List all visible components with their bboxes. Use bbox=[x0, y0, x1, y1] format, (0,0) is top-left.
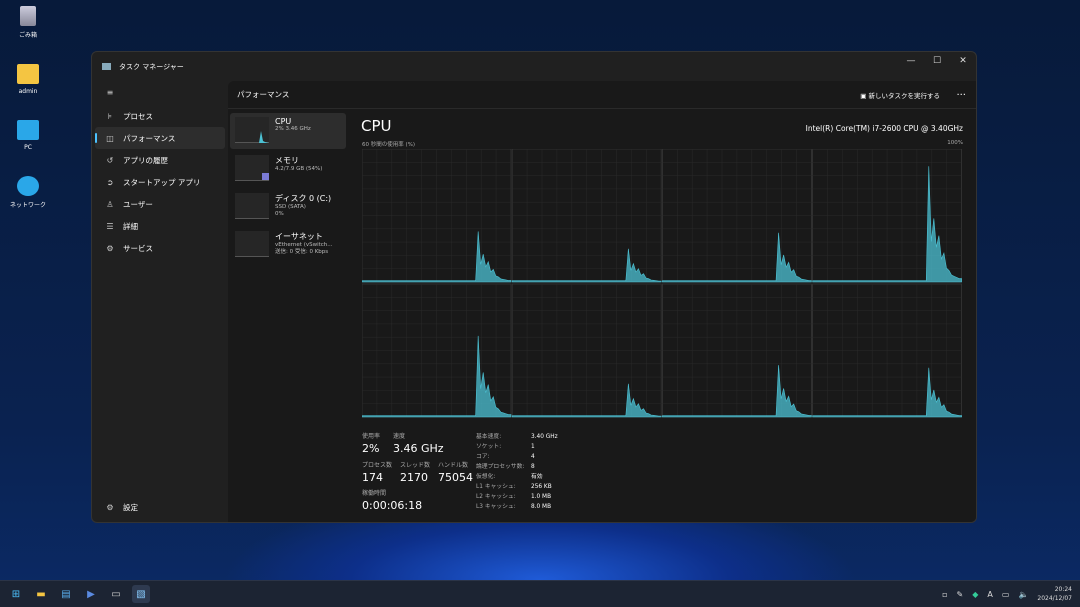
core-usage-area bbox=[511, 248, 662, 283]
sidebar: ≡ ⊧ プロセス ◫ パフォーマンス ↺ アプリの履歴 ➲ スタートアップ アプリ ♙ ユーザー ☰… bbox=[92, 81, 228, 522]
sidebar-item-history[interactable]: ↺ アプリの履歴 bbox=[106, 155, 168, 165]
sidebar-item-details[interactable]: ☰ 詳細 bbox=[106, 221, 138, 231]
desktop-icon-network[interactable]: ネットワーク bbox=[8, 176, 48, 209]
gear-icon: ⚙ bbox=[106, 502, 114, 512]
recycle-bin-icon bbox=[20, 6, 36, 26]
history-icon: ↺ bbox=[106, 155, 114, 165]
spec-row: 仮想化: 有効 bbox=[476, 474, 543, 480]
core-usage-area bbox=[362, 335, 512, 418]
handles-value: 75054 bbox=[438, 471, 473, 484]
network-status-icon[interactable]: ▭ bbox=[1001, 589, 1010, 599]
ime-indicator[interactable]: A bbox=[987, 589, 993, 599]
clock[interactable]: 20:24 2024/12/07 bbox=[1037, 586, 1072, 602]
usage-label: 使用率 bbox=[362, 433, 381, 440]
pen-icon[interactable]: ✎ bbox=[956, 589, 964, 599]
desktop-icon-recycle-bin[interactable]: ごみ箱 bbox=[8, 6, 48, 39]
sidebar-item-settings[interactable]: ⚙ 設定 bbox=[106, 502, 138, 512]
resource-item[interactable]: イーサネット vEthernet (vSwitch... 送信: 0 受信: 0 K… bbox=[230, 227, 346, 263]
monitor-icon bbox=[17, 120, 39, 140]
usage-value: 2% bbox=[362, 442, 380, 455]
sidebar-item-processes[interactable]: ⊧ プロセス bbox=[95, 105, 225, 127]
network-icon bbox=[17, 176, 39, 196]
core-usage-area bbox=[511, 383, 662, 418]
performance-icon: ◫ bbox=[106, 133, 114, 143]
processes-label: プロセス数 bbox=[362, 462, 393, 469]
terminal-button[interactable]: ▭ bbox=[111, 588, 121, 600]
folder-icon bbox=[17, 64, 39, 84]
core-usage-area bbox=[812, 166, 962, 283]
speed-value: 3.46 GHz bbox=[393, 442, 444, 455]
file-explorer-button[interactable]: ▬ bbox=[36, 588, 46, 600]
maximize-button[interactable]: ☐ bbox=[932, 56, 942, 66]
handles-label: ハンドル数 bbox=[438, 462, 469, 469]
main-panel: パフォーマンス ▣ 新しいタスクを実行する ... CPU 2% 3.46 GHz… bbox=[228, 81, 976, 522]
cpu-title: CPU bbox=[361, 117, 392, 135]
run-task-icon: ▣ bbox=[860, 92, 869, 100]
spec-row: 論理プロセッサ数: 8 bbox=[476, 464, 535, 470]
sidebar-item-startup[interactable]: ➲ スタートアップ アプリ bbox=[106, 177, 201, 187]
core-usage-area bbox=[362, 231, 512, 283]
graph-max-label: 100% bbox=[947, 140, 963, 146]
window-title: タスク マネージャー bbox=[119, 62, 184, 71]
resource-thumbnail bbox=[235, 193, 269, 219]
sidebar-item-users[interactable]: ♙ ユーザー bbox=[106, 199, 153, 209]
threads-label: スレッド数 bbox=[400, 462, 431, 469]
processes-icon: ⊧ bbox=[107, 111, 113, 121]
graph-label: 60 秒間の使用率 (%) bbox=[362, 142, 416, 148]
details-icon: ☰ bbox=[106, 221, 114, 231]
task-manager-window: タスク マネージャー — ☐ ✕ ≡ ⊧ プロセス ◫ パフォーマンス ↺ アプリの履歴 ➲ スタ… bbox=[91, 51, 977, 523]
title-bar: タスク マネージャー — ☐ ✕ bbox=[92, 52, 976, 81]
cpu-core-graphs bbox=[362, 149, 962, 418]
spec-row: L1 キャッシュ: 256 KB bbox=[476, 484, 552, 490]
startup-icon: ➲ bbox=[106, 177, 114, 187]
core-usage-area bbox=[662, 232, 812, 283]
run-new-task-button[interactable]: ▣ 新しいタスクを実行する bbox=[860, 92, 940, 100]
desktop-icon-pc[interactable]: PC bbox=[8, 120, 48, 151]
defender-icon[interactable]: ◆ bbox=[972, 589, 979, 599]
resource-thumbnail bbox=[235, 155, 269, 181]
start-button[interactable]: ⊞ bbox=[11, 588, 21, 600]
spec-row: コア: 4 bbox=[476, 454, 535, 460]
resource-item[interactable]: CPU 2% 3.46 GHz bbox=[230, 113, 346, 149]
spec-row: ソケット: 1 bbox=[476, 444, 535, 450]
uptime-label: 稼働時間 bbox=[362, 490, 387, 497]
resource-item[interactable]: メモリ 4.2/7.9 GB (54%) bbox=[230, 151, 346, 187]
sidebar-item-performance[interactable]: ◫ パフォーマンス bbox=[95, 127, 225, 149]
spec-row: 基本速度: 3.40 GHz bbox=[476, 434, 558, 440]
spec-row: L3 キャッシュ: 8.0 MB bbox=[476, 504, 552, 510]
services-icon: ⚙ bbox=[106, 243, 114, 253]
speed-label: 速度 bbox=[393, 433, 406, 440]
more-options-button[interactable]: ... bbox=[956, 87, 966, 98]
cpu-model: Intel(R) Core(TM) i7-2600 CPU @ 3.40GHz bbox=[805, 124, 963, 133]
cpu-specs: 基本速度: 3.40 GHz ソケット: 1 コア: 4 論理プロセッサ数: 8 仮想化: 有効 L… bbox=[476, 432, 558, 512]
processes-value: 174 bbox=[362, 471, 383, 484]
taskbar: ⊞ ▬ ▤ ▶ ▭ ▧ ▫ ✎ ◆ A ▭ 🔈 20:24 2024/12/07 bbox=[0, 580, 1080, 607]
hamburger-icon: ≡ bbox=[106, 87, 114, 97]
uptime-value: 0:00:06:18 bbox=[362, 499, 423, 512]
notepad-button[interactable]: ▤ bbox=[61, 588, 71, 600]
menu-button[interactable]: ≡ bbox=[95, 81, 225, 103]
desktop-icon-admin[interactable]: admin bbox=[8, 64, 48, 95]
page-title: パフォーマンス bbox=[237, 90, 290, 99]
spec-row: L2 キャッシュ: 1.0 MB bbox=[476, 494, 552, 500]
tray-window-icon[interactable]: ▫ bbox=[942, 589, 948, 599]
sidebar-item-services[interactable]: ⚙ サービス bbox=[106, 243, 153, 253]
core-usage-area bbox=[662, 365, 812, 418]
volume-icon[interactable]: 🔈 bbox=[1018, 589, 1029, 599]
threads-value: 2170 bbox=[400, 471, 428, 484]
powershell-button[interactable]: ▶ bbox=[87, 588, 95, 600]
resource-thumbnail bbox=[235, 231, 269, 257]
users-icon: ♙ bbox=[106, 199, 114, 209]
resource-item[interactable]: ディスク 0 (C:) SSD (SATA) 0% bbox=[230, 189, 346, 225]
task-manager-taskbar-button[interactable]: ▧ bbox=[132, 585, 150, 603]
resource-list: CPU 2% 3.46 GHz メモリ 4.2/7.9 GB (54%) ディスク 0 … bbox=[230, 113, 346, 265]
resource-thumbnail bbox=[235, 117, 269, 143]
app-icon bbox=[102, 63, 111, 70]
minimize-button[interactable]: — bbox=[906, 56, 916, 66]
core-usage-area bbox=[812, 367, 962, 418]
close-button[interactable]: ✕ bbox=[959, 56, 967, 66]
